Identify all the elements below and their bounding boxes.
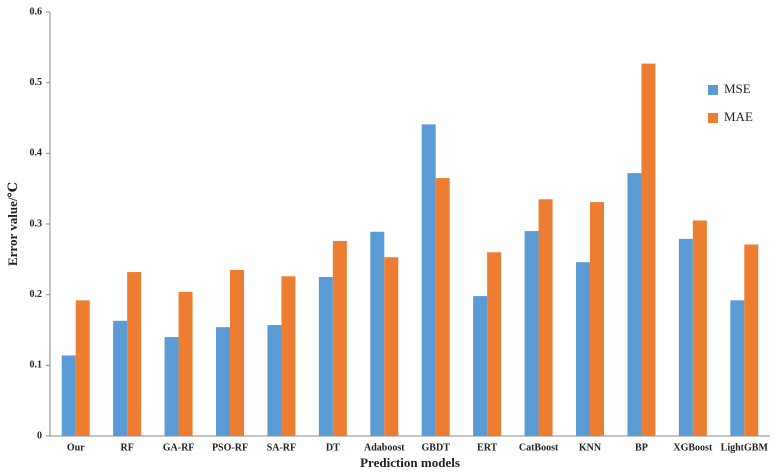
x-tick-label: CatBoost — [519, 442, 559, 453]
bar — [113, 320, 128, 436]
bar — [75, 300, 90, 436]
legend-swatch — [708, 113, 718, 123]
y-tick-label: 0.5 — [30, 77, 43, 88]
bar — [281, 276, 296, 436]
bar — [178, 291, 193, 436]
y-tick-label: 0.2 — [30, 289, 43, 300]
bar — [678, 238, 693, 436]
y-tick-label: 0.4 — [30, 148, 43, 159]
x-tick-label: SA-RF — [267, 442, 296, 453]
x-tick-label: Our — [67, 442, 85, 453]
x-tick-label: ERT — [477, 442, 498, 453]
x-tick-label: PSO-RF — [212, 442, 248, 453]
bar — [692, 220, 707, 436]
x-axis-title: Prediction models — [360, 455, 460, 470]
y-tick-label: 0 — [37, 430, 42, 441]
bar — [230, 269, 244, 436]
x-tick-label: LightGBM — [721, 442, 769, 453]
bar — [370, 231, 385, 436]
bar — [487, 252, 502, 436]
bar — [590, 202, 604, 436]
y-tick-label: 0.6 — [30, 6, 43, 17]
bar — [318, 277, 333, 436]
bar — [421, 124, 436, 437]
bar — [61, 355, 76, 436]
bar — [473, 296, 488, 436]
bar — [267, 325, 282, 436]
bar — [127, 272, 142, 436]
y-tick-label: 0.1 — [30, 360, 43, 371]
x-tick-label: Adaboost — [364, 442, 405, 453]
bar — [641, 63, 656, 436]
bar — [524, 231, 539, 436]
x-tick-label: GA-RF — [163, 442, 195, 453]
x-tick-label: RF — [120, 442, 133, 453]
x-tick-label: DT — [326, 442, 340, 453]
y-tick-label: 0.3 — [30, 218, 43, 229]
bar — [627, 173, 642, 436]
x-tick-label: XGBoost — [673, 442, 713, 453]
bar — [744, 244, 759, 436]
bar — [332, 240, 347, 436]
bar — [538, 199, 553, 436]
x-tick-label: BP — [635, 442, 648, 453]
legend-label: MSE — [724, 81, 751, 96]
legend-label: MAE — [724, 109, 753, 124]
bar — [164, 337, 179, 436]
x-tick-label: KNN — [579, 442, 602, 453]
bar — [435, 178, 450, 437]
bar — [730, 300, 745, 436]
bar — [384, 257, 399, 436]
legend-swatch — [708, 85, 718, 95]
x-tick-label: GBDT — [422, 442, 451, 453]
y-axis-title: Error value/℃ — [5, 182, 20, 266]
bar — [576, 262, 590, 436]
bar — [216, 327, 230, 436]
